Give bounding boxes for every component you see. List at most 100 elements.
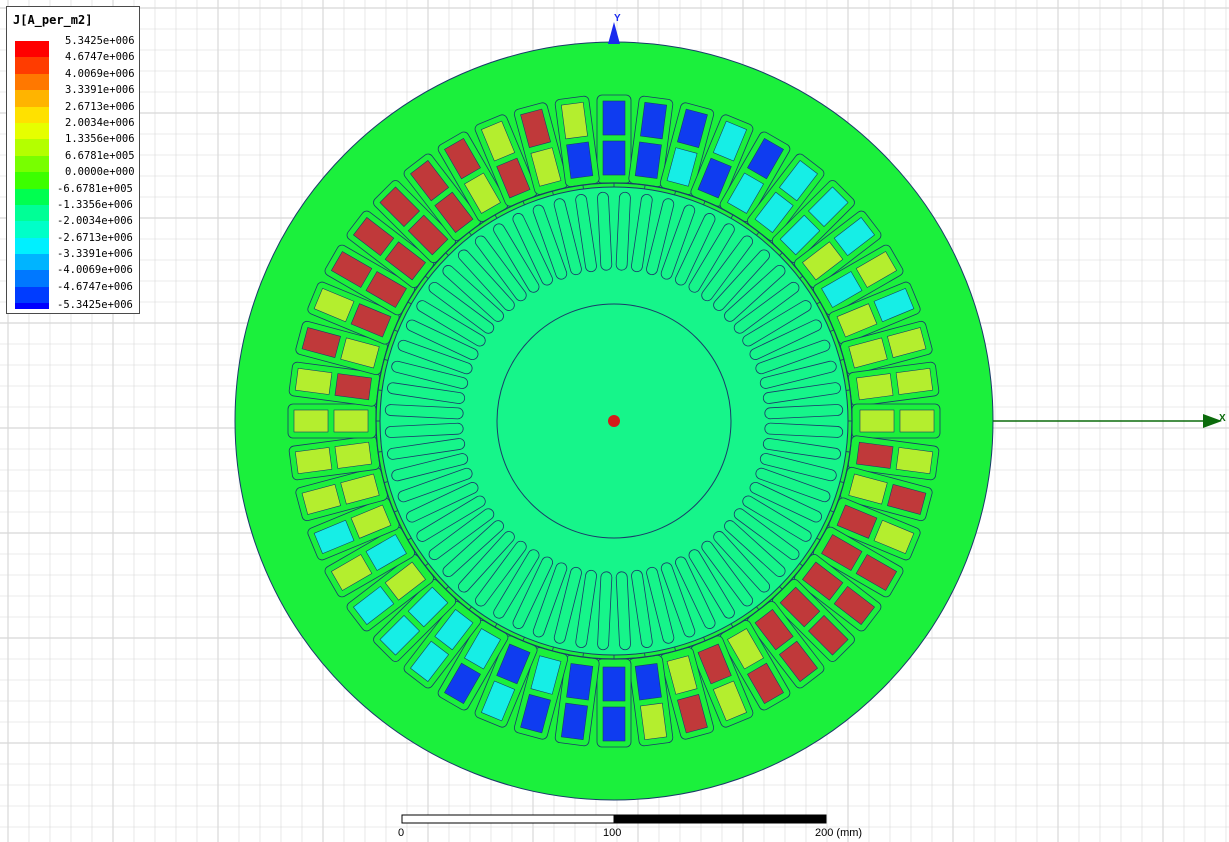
y-axis-label: Y <box>614 13 621 24</box>
rotor-bar <box>397 339 473 375</box>
legend-swatch <box>15 254 49 271</box>
stator-slot <box>288 361 383 407</box>
rotor-bar <box>724 264 786 322</box>
rotor-bar <box>384 422 464 438</box>
stator-slot <box>307 281 400 345</box>
coil-outer <box>640 702 668 741</box>
legend-row: 5.3425e+006 <box>13 35 139 58</box>
rotor-bar <box>764 422 844 438</box>
rotor-bar <box>532 204 568 280</box>
rotor-bar <box>660 562 696 638</box>
legend-row: -2.6713e+006 <box>13 232 139 255</box>
coil-inner <box>340 473 380 505</box>
rotor-bar <box>724 520 786 577</box>
coil-inner <box>634 663 662 701</box>
coil-inner <box>848 337 888 369</box>
stator-slot <box>839 320 933 376</box>
stator-slot <box>628 652 674 747</box>
legend-label: 1.3356e+006 <box>65 133 135 146</box>
legend-label: 5.3425e+006 <box>65 35 135 47</box>
coil-outer <box>602 100 626 136</box>
coil-outer <box>640 101 668 140</box>
legend-label: 3.3391e+006 <box>65 84 135 97</box>
stator-slot <box>437 131 509 222</box>
coil-outer <box>560 101 588 140</box>
coil-inner <box>434 609 474 651</box>
coil-inner <box>334 441 372 469</box>
rotor-bar <box>391 360 469 389</box>
rotor-bar <box>688 549 735 619</box>
coil-outer <box>873 519 915 555</box>
rotor-bar <box>615 571 631 651</box>
legend-label: -4.0069e+006 <box>57 264 133 277</box>
rotor-bar <box>493 223 540 293</box>
stator-slot <box>659 646 715 740</box>
rotor-bar <box>428 282 495 334</box>
legend-row: 6.6781e+005 <box>13 150 139 173</box>
stator-slot <box>813 244 904 316</box>
stator-slot <box>596 94 632 187</box>
coil-inner <box>697 643 732 685</box>
legend-swatch <box>15 270 49 287</box>
coil-inner <box>384 241 426 281</box>
rotor-bar <box>416 300 486 347</box>
coil-outer <box>602 706 626 742</box>
coil-outer <box>808 615 849 656</box>
coil-inner <box>350 303 392 338</box>
legend-label: 2.0034e+006 <box>65 116 135 129</box>
legend-row: -3.3391e+006 <box>13 248 139 271</box>
coil-outer <box>855 554 898 591</box>
motor-cross-section <box>234 41 994 801</box>
coil-inner <box>530 655 562 695</box>
rotor-bars <box>384 191 844 651</box>
legend-swatch <box>15 122 49 140</box>
coil-inner <box>334 373 372 401</box>
y-axis-arrow-icon <box>608 22 620 44</box>
coil-outer <box>444 137 481 180</box>
legend-row: -2.0034e+006 <box>13 215 139 238</box>
rotor-bar <box>597 191 613 271</box>
coil-outer <box>808 186 849 227</box>
coil-inner <box>666 655 698 695</box>
stator-slot <box>373 180 457 264</box>
coil-inner <box>754 609 794 651</box>
coil-inner <box>821 534 863 571</box>
legend-swatch <box>15 73 49 91</box>
rotor-bar <box>474 235 527 302</box>
air-gap-ring <box>375 182 853 660</box>
coil-outer <box>293 409 329 433</box>
legend-label: 6.6781e+005 <box>65 149 135 162</box>
coil-inner <box>384 561 426 601</box>
coil-outer <box>353 585 395 625</box>
coil-inner <box>697 157 732 199</box>
coil-inner <box>727 628 764 670</box>
coil-outer <box>379 186 420 227</box>
rotor-bar <box>701 540 754 607</box>
stator-slot <box>747 601 825 689</box>
coil-inner <box>634 141 662 179</box>
stator-slot <box>513 646 569 740</box>
coil-inner <box>859 409 895 433</box>
color-legend[interactable]: J[A_per_m2] 5.3425e+006 4.6747e+006 4.0069… <box>6 6 140 314</box>
coil-outer <box>895 367 934 395</box>
coil-outer <box>301 327 341 358</box>
coil-outer <box>330 554 373 591</box>
stator-slot <box>771 578 855 662</box>
rotor-bar <box>646 566 675 644</box>
stator-slot <box>596 655 632 748</box>
stator-slot <box>288 435 383 481</box>
stator-slot <box>324 244 415 316</box>
rotor-bar <box>597 571 613 651</box>
coil-outer <box>899 409 935 433</box>
stator-slot <box>848 403 941 439</box>
legend-rows: 5.3425e+006 4.6747e+006 4.0069e+006 3.3391e… <box>13 35 139 304</box>
coil-outer <box>895 447 934 475</box>
coil-outer <box>833 585 875 625</box>
stator-slot <box>346 210 434 288</box>
coil-inner <box>365 271 407 308</box>
rotor-bar <box>755 467 831 503</box>
stator-slot <box>690 114 754 207</box>
stator-slots <box>287 94 941 748</box>
rotor-bar <box>532 562 568 638</box>
